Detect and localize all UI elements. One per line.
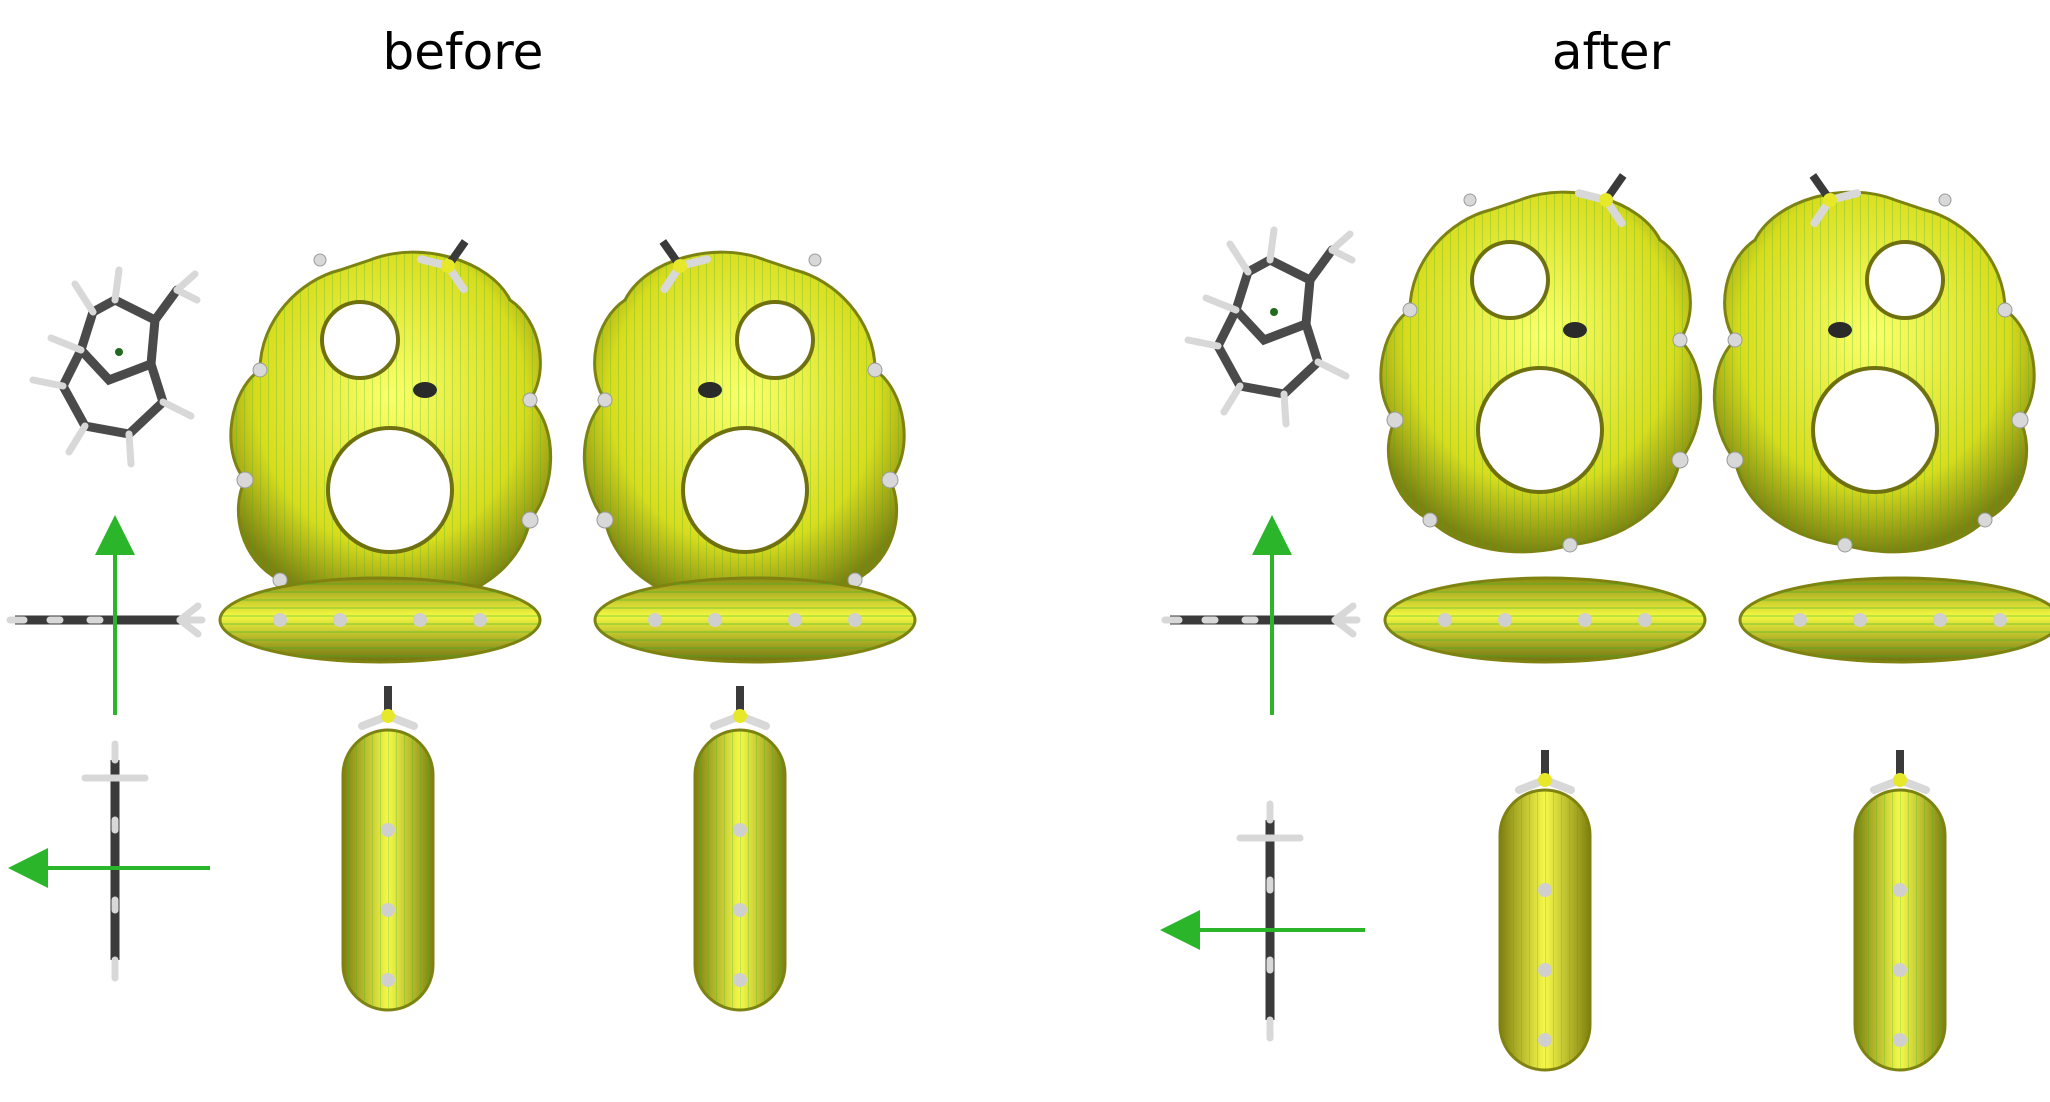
- panel-title-after: after: [1551, 23, 1671, 81]
- current-surface-top-after-1: [1378, 190, 1703, 554]
- current-surface-top-before-1: [228, 250, 553, 614]
- current-surface-edge-before-2: [693, 728, 787, 1012]
- reference-edge-view-before: [8, 744, 210, 978]
- current-surface-top-before-2: [582, 250, 907, 614]
- reference-molecule-top-before: [33, 270, 197, 464]
- reference-side-view-before: [10, 515, 202, 715]
- before-panel: [8, 227, 917, 1012]
- current-surface-edge-after-2: [1853, 788, 1947, 1072]
- reference-molecule-top-after: [1188, 230, 1352, 424]
- current-surface-top-after-2: [1712, 190, 2037, 554]
- current-surface-side-before-1: [218, 576, 542, 664]
- current-surface-edge-after-1: [1498, 788, 1592, 1072]
- panel-title-before: before: [382, 23, 544, 81]
- methyl-group-edge-before-2: [714, 686, 766, 726]
- current-surface-edge-before-1: [341, 728, 435, 1012]
- reference-side-view-after: [1165, 515, 1357, 715]
- after-panel: [1160, 161, 2050, 1072]
- current-surface-side-after-1: [1383, 576, 1707, 664]
- current-surface-side-before-2: [593, 576, 917, 664]
- current-surface-side-after-2: [1738, 576, 2050, 664]
- methyl-group-edge-after-1: [1519, 750, 1571, 790]
- reference-edge-view-after: [1160, 804, 1365, 1038]
- methyl-group-edge-after-2: [1874, 750, 1926, 790]
- methyl-group-edge-before-1: [362, 686, 414, 726]
